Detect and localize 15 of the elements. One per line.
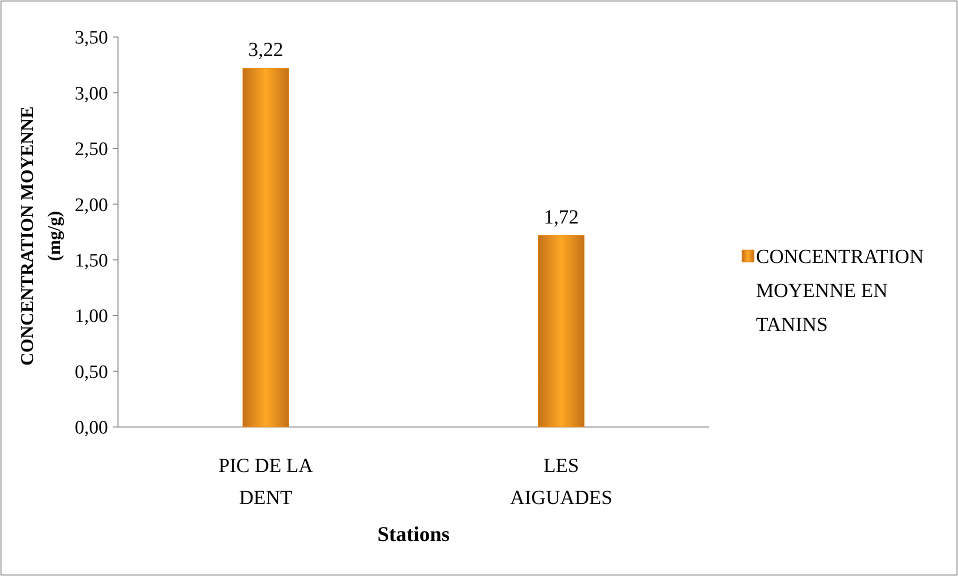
y-tick-label: 2,50 <box>74 139 108 160</box>
x-tick-label: PIC DE LA DENT <box>218 455 314 509</box>
x-axis-title: Stations <box>377 522 450 546</box>
y-tick-label: 3,00 <box>74 83 108 104</box>
y-tick-label: 1,00 <box>74 306 108 328</box>
y-tick-label: 2,00 <box>74 194 108 216</box>
data-label: 1,72 <box>544 206 579 228</box>
legend-label: CONCENTRATION MOYENNE EN TANINS <box>756 246 924 336</box>
y-tick-label: 3,50 <box>74 28 108 49</box>
y-axis-title: CONCENTRATION MOYENNE (mg/g) <box>17 106 64 366</box>
x-tick-label: LES AIGUADES <box>510 455 612 509</box>
y-tick-label: 0,50 <box>74 362 108 383</box>
y-tick-label: 1,50 <box>74 250 108 272</box>
data-label: 3,22 <box>248 39 284 62</box>
y-tick-label: 0,00 <box>74 418 108 439</box>
